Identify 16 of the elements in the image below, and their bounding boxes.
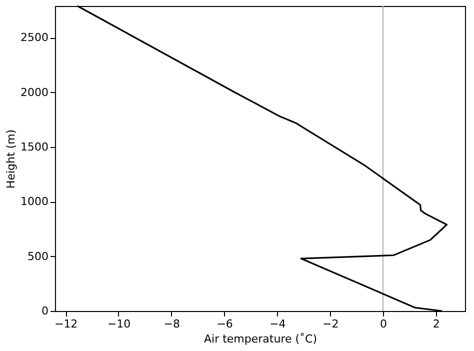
y-tick-label: 1000 [20, 195, 48, 208]
y-tick-label: 2500 [20, 31, 48, 44]
y-tick-label: 2000 [20, 86, 48, 99]
y-tick-label: 0 [42, 304, 48, 318]
x-tick-label: −8 [164, 318, 180, 330]
y-tick-label: 500 [28, 250, 48, 263]
y-tick-label: 1500 [20, 140, 48, 154]
x-tick-label: −10 [107, 318, 131, 330]
y-axis-title: Height (m) [4, 129, 18, 189]
x-tick-label: −6 [216, 318, 233, 330]
x-tick-label: −12 [54, 318, 78, 330]
x-tick-label: 2 [432, 318, 440, 330]
x-axis-title: Air temperature (˚C) [204, 332, 318, 346]
x-tick-label: −2 [322, 318, 339, 330]
x-tick-label: 0 [380, 318, 387, 330]
x-tick-label: −4 [270, 318, 286, 330]
